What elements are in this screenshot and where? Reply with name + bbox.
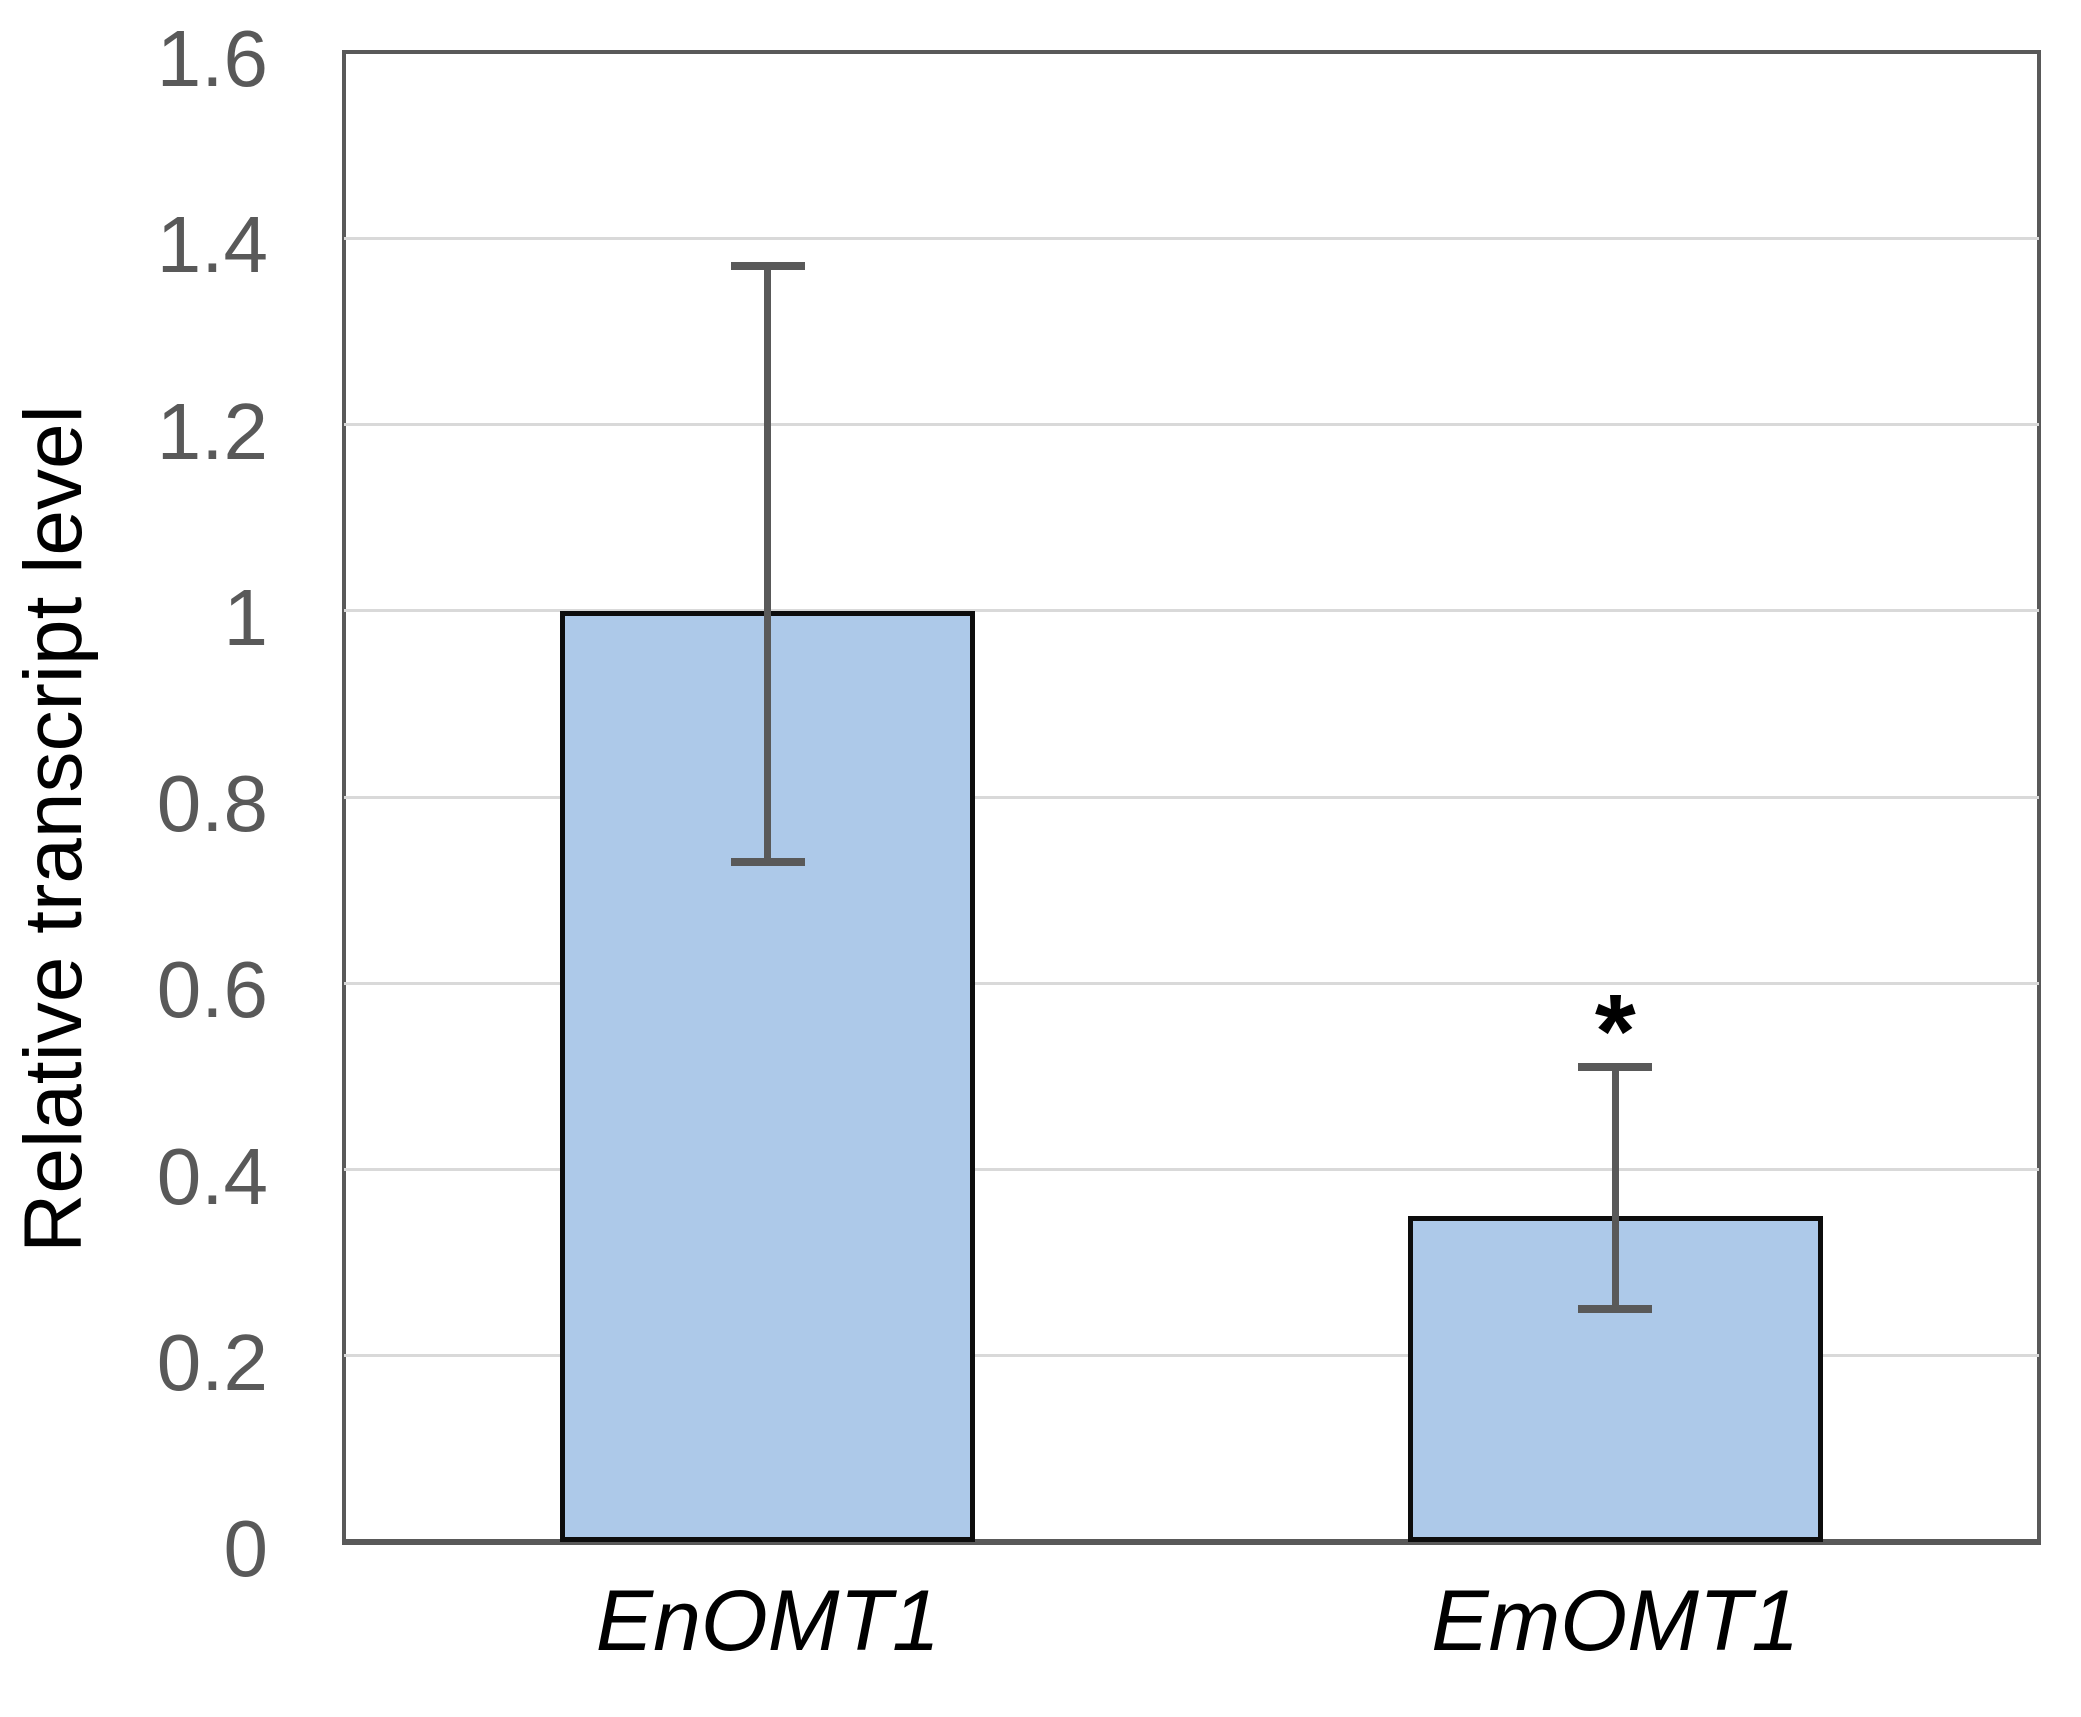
error-bar-cap-bottom [730, 858, 805, 867]
error-bar-cap-bottom [1578, 1305, 1653, 1314]
x-category-label: EmOMT1 [1431, 1573, 1800, 1669]
y-tick-label: 0.4 [156, 1131, 268, 1221]
y-tick-label: 1.6 [156, 14, 268, 103]
error-bar-line [1611, 1067, 1619, 1310]
y-tick-label: 1 [223, 572, 269, 662]
gridline [344, 1168, 2039, 1171]
y-tick-label: 1.2 [156, 386, 268, 476]
gridline [344, 423, 2039, 426]
gridline [344, 609, 2039, 613]
x-category-label: EnOMT1 [595, 1573, 940, 1669]
gridline [344, 981, 2039, 985]
plot-area [344, 52, 2039, 1542]
y-tick-label: 0.8 [156, 759, 268, 848]
error-bar-line [764, 266, 772, 863]
gridline [344, 236, 2039, 240]
gridline [344, 795, 2039, 799]
plot-border-right [2037, 50, 2041, 1544]
x-axis-line [342, 1539, 2041, 1545]
gridline [344, 1354, 2039, 1358]
y-axis-title: Relative transcript level [8, 405, 99, 1253]
y-tick-label: 0 [223, 1504, 269, 1593]
error-bar-cap-top [1578, 1063, 1653, 1072]
significance-asterisk: * [1594, 973, 1636, 1091]
y-tick-label: 1.4 [156, 200, 268, 290]
y-tick-label: 0.6 [156, 945, 268, 1035]
y-tick-label: 0.2 [156, 1317, 268, 1407]
error-bar-cap-top [730, 262, 805, 271]
plot-border-top [342, 50, 2041, 54]
